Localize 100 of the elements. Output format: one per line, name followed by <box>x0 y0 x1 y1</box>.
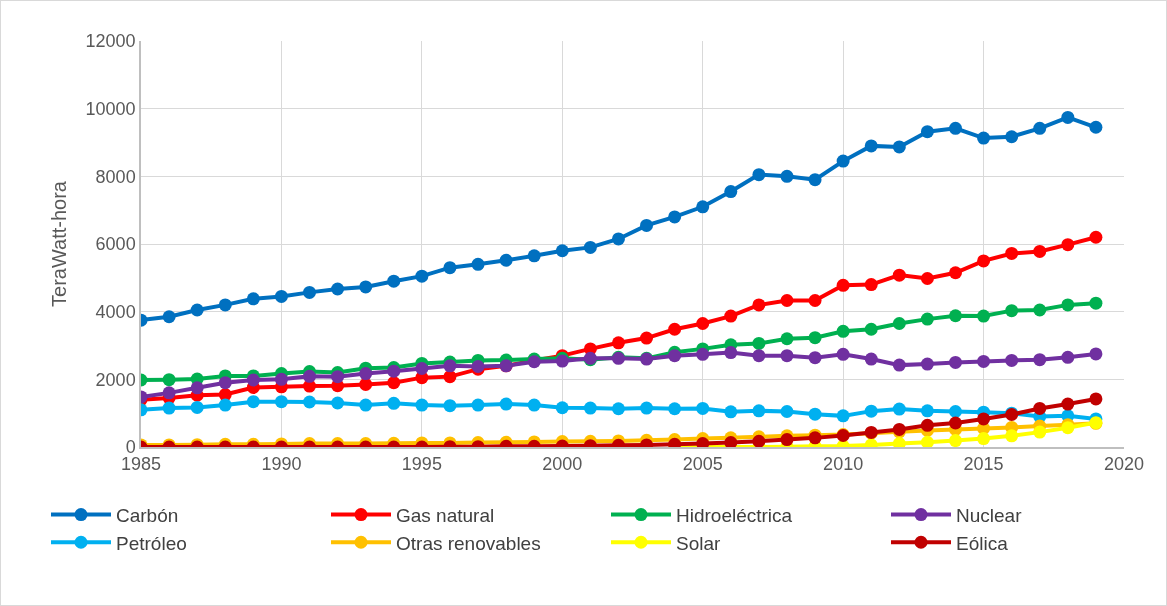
point <box>780 349 794 363</box>
point <box>1033 121 1047 135</box>
point <box>1061 350 1075 364</box>
point <box>162 386 176 400</box>
point <box>218 398 232 412</box>
point <box>949 434 962 447</box>
point <box>359 398 373 412</box>
legend-label: Petróleo <box>116 532 187 554</box>
point <box>611 336 625 350</box>
point <box>752 404 766 418</box>
point <box>808 294 822 307</box>
point <box>1061 110 1075 124</box>
point <box>162 310 176 324</box>
point <box>668 210 682 224</box>
point <box>892 402 906 416</box>
point <box>555 244 569 258</box>
point <box>583 401 597 415</box>
point <box>864 278 878 292</box>
point <box>864 322 878 336</box>
point <box>471 257 485 271</box>
point <box>892 140 906 154</box>
point <box>724 436 738 447</box>
point <box>949 309 962 323</box>
point <box>696 401 710 415</box>
point <box>443 370 457 384</box>
point <box>668 402 682 416</box>
point <box>1033 303 1047 317</box>
point <box>331 396 345 410</box>
y-tick-label: 10000 <box>85 98 136 119</box>
point <box>752 349 766 363</box>
point <box>303 395 317 409</box>
point <box>836 278 850 292</box>
point <box>274 289 288 303</box>
point <box>1089 392 1103 406</box>
legend-label: Solar <box>676 532 722 554</box>
point <box>190 303 204 317</box>
point <box>977 309 991 323</box>
point <box>583 240 597 254</box>
point <box>949 404 962 418</box>
x-tick-label: 2000 <box>542 454 583 475</box>
point <box>808 173 822 187</box>
point <box>977 354 991 368</box>
point <box>696 317 710 330</box>
y-tick-label: 4000 <box>95 301 136 322</box>
point <box>920 404 934 418</box>
point <box>1033 425 1047 439</box>
point <box>274 372 288 386</box>
point <box>920 418 934 432</box>
point <box>780 169 794 183</box>
x-tick-label: 2010 <box>823 454 864 475</box>
legend-label: Hidroeléctrica <box>676 504 793 526</box>
y-tick-label: 12000 <box>85 31 136 52</box>
point <box>1089 296 1103 310</box>
point <box>892 358 906 372</box>
point <box>696 200 710 214</box>
point <box>331 370 345 384</box>
point <box>162 373 176 387</box>
point <box>274 395 288 409</box>
point <box>527 249 541 263</box>
point <box>949 355 962 369</box>
point <box>724 346 738 360</box>
point <box>920 272 934 285</box>
point <box>977 131 991 145</box>
point <box>1033 244 1047 258</box>
point <box>443 359 457 373</box>
point <box>527 398 541 412</box>
point <box>415 269 429 283</box>
point <box>640 218 654 232</box>
legend-label: Gas natural <box>396 504 495 526</box>
point <box>555 401 569 415</box>
point <box>752 298 766 312</box>
point <box>387 274 401 288</box>
point <box>668 322 682 336</box>
point <box>162 401 176 415</box>
point <box>443 261 457 275</box>
x-tick-label: 2005 <box>682 454 723 475</box>
legend-label: Carbón <box>116 504 179 526</box>
y-tick-label: 8000 <box>95 166 136 187</box>
point <box>892 268 906 282</box>
point <box>1005 429 1019 443</box>
point <box>499 397 513 411</box>
point <box>331 282 345 296</box>
point <box>724 309 738 323</box>
point <box>359 377 373 391</box>
point <box>977 412 991 426</box>
point <box>499 253 513 267</box>
y-tick-label: 6000 <box>95 234 136 255</box>
point <box>836 324 850 338</box>
point <box>949 266 962 280</box>
point <box>808 351 822 365</box>
point <box>920 357 934 371</box>
point <box>611 232 625 246</box>
point <box>864 352 878 366</box>
point <box>752 336 766 350</box>
point <box>696 347 710 361</box>
point <box>190 400 204 414</box>
point <box>1005 304 1019 318</box>
x-tick-label: 2015 <box>963 454 1004 475</box>
point <box>752 168 766 182</box>
point <box>1005 246 1019 260</box>
